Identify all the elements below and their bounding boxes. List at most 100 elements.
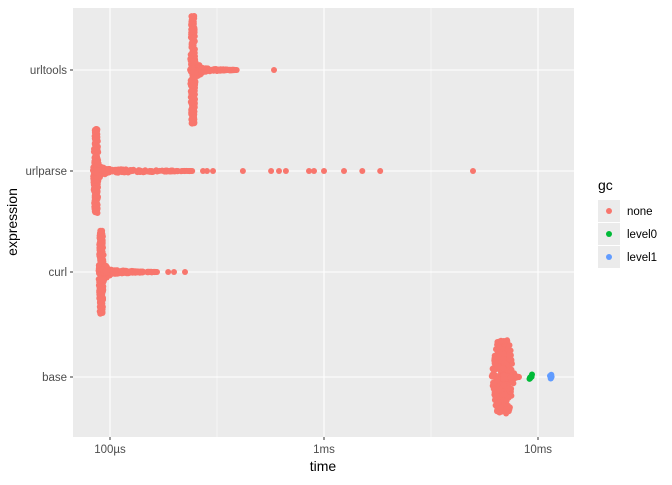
- data-point: [97, 310, 104, 317]
- data-point: [306, 168, 312, 174]
- data-point: [99, 276, 106, 283]
- data-point: [98, 245, 105, 252]
- data-point: [500, 365, 506, 372]
- data-point: [503, 406, 509, 413]
- data-point: [102, 268, 109, 275]
- data-point: [495, 399, 502, 406]
- data-point: [239, 168, 246, 174]
- data-point: [495, 363, 502, 370]
- data-point: [118, 268, 125, 275]
- data-point: [515, 373, 522, 380]
- data-point: [232, 67, 239, 73]
- legend-key-dot: [606, 208, 612, 214]
- data-point: [498, 337, 504, 344]
- data-point: [500, 391, 507, 398]
- data-point: [149, 168, 156, 175]
- data-point: [95, 149, 102, 156]
- data-point: [149, 269, 156, 276]
- data-point: [500, 375, 507, 382]
- y-tick-label: urltools: [30, 65, 67, 77]
- y-tick-label: base: [42, 372, 67, 384]
- data-point: [341, 168, 347, 174]
- data-point: [128, 167, 134, 173]
- data-point: [123, 268, 130, 275]
- data-point: [506, 342, 513, 349]
- data-point: [506, 352, 512, 359]
- data-point: [321, 168, 327, 174]
- data-point: [171, 168, 178, 175]
- data-point: [90, 186, 97, 193]
- data-point: [189, 82, 196, 89]
- data-point: [136, 167, 143, 174]
- data-point: [92, 192, 98, 199]
- data-point: [184, 168, 191, 174]
- data-point: [501, 351, 508, 357]
- data-point: [94, 134, 101, 140]
- data-point: [182, 269, 188, 275]
- data-point: [190, 13, 197, 20]
- x-tick-label: 10ms: [524, 444, 552, 456]
- data-point: [276, 168, 282, 174]
- data-point: [210, 168, 216, 174]
- data-point: [282, 168, 289, 174]
- data-point: [507, 374, 514, 380]
- data-point: [100, 252, 107, 258]
- data-point: [377, 168, 384, 174]
- data-point: [99, 233, 106, 240]
- data-point: [161, 168, 168, 175]
- data-point: [94, 167, 101, 174]
- data-point: [188, 26, 195, 33]
- legend-title: gc: [598, 177, 613, 193]
- data-point: [205, 67, 212, 74]
- x-axis-title: time: [310, 458, 337, 474]
- data-point: [188, 106, 195, 113]
- data-point: [311, 168, 317, 174]
- legend-label: level1: [627, 252, 657, 264]
- y-axis-title: expression: [4, 188, 20, 256]
- data-point: [204, 168, 210, 174]
- x-tick-label: 1ms: [313, 444, 335, 456]
- data-point: [171, 269, 177, 275]
- data-point: [188, 40, 195, 47]
- data-point: [190, 68, 197, 75]
- legend-label: none: [627, 206, 653, 218]
- data-point: [359, 168, 366, 174]
- data-point: [496, 343, 502, 350]
- data-point: [190, 34, 197, 41]
- data-point: [154, 168, 161, 175]
- data-point: [165, 269, 172, 275]
- legend-key-dot: [606, 231, 612, 237]
- data-point: [97, 301, 104, 308]
- data-point: [188, 20, 195, 27]
- data-point: [91, 200, 98, 207]
- y-tick-label: curl: [48, 267, 67, 279]
- data-point: [548, 371, 555, 378]
- data-point: [271, 67, 277, 73]
- data-point: [489, 371, 496, 378]
- data-point: [166, 168, 173, 175]
- data-point: [92, 127, 99, 134]
- legend-label: level0: [627, 229, 657, 241]
- data-point: [493, 356, 499, 363]
- data-point: [225, 66, 232, 73]
- data-point: [118, 166, 125, 173]
- data-point: [213, 67, 220, 74]
- data-point: [132, 268, 139, 275]
- data-point: [493, 376, 500, 382]
- data-point: [91, 140, 98, 147]
- data-point: [494, 408, 500, 415]
- data-point: [507, 386, 514, 393]
- y-axis: base curl urlparse urltools: [25, 65, 73, 384]
- data-point: [99, 227, 106, 234]
- data-point: [503, 397, 510, 404]
- data-points: [90, 13, 555, 417]
- data-point: [109, 268, 116, 275]
- data-point: [528, 373, 535, 380]
- data-point: [187, 99, 194, 105]
- data-point: [190, 89, 197, 96]
- data-point: [97, 296, 104, 303]
- data-point: [498, 404, 505, 411]
- data-point: [91, 208, 98, 215]
- data-point: [189, 120, 195, 127]
